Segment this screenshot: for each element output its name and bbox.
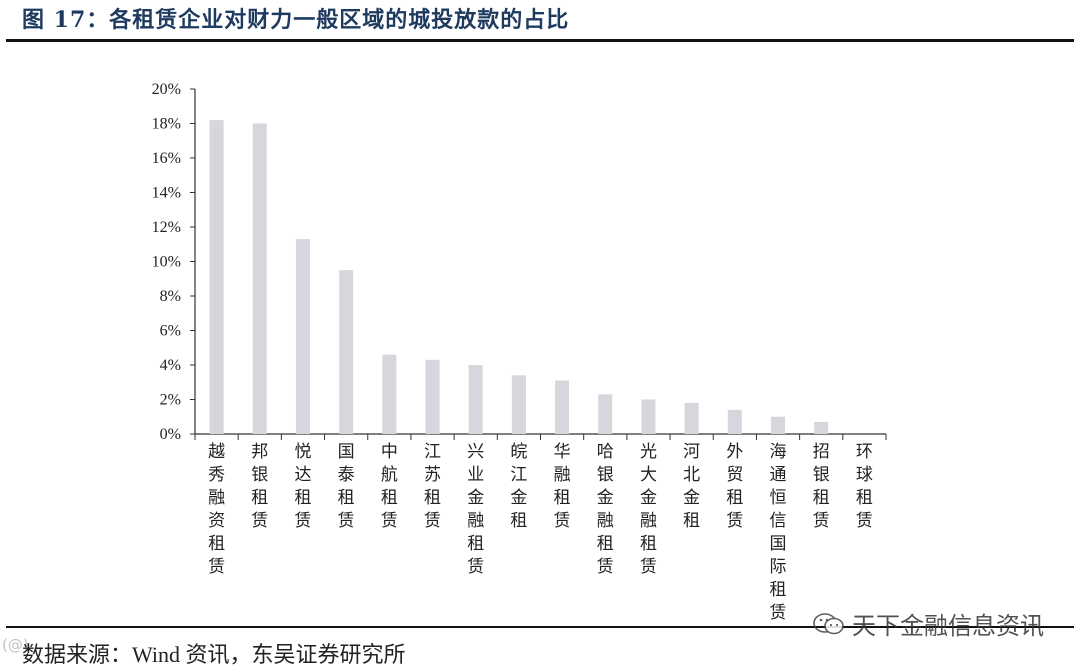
bar: [684, 402, 699, 434]
category-label: 华融租赁: [554, 442, 571, 531]
title-divider: [6, 39, 1074, 42]
bar: [555, 380, 570, 434]
source-note: 数据来源：Wind 资讯，东吴证券研究所: [22, 642, 406, 667]
y-tick-label: 14%: [152, 185, 181, 202]
category-label: 邦银租赁: [251, 442, 268, 531]
bar: [382, 354, 397, 434]
category-label: 国泰租赁: [338, 442, 355, 531]
bar: [511, 375, 526, 434]
corner-watermark: (@): [2, 636, 29, 654]
category-label: 越秀融资租赁: [208, 442, 225, 577]
category-label: 中航租赁: [381, 442, 398, 531]
x-axis: [194, 433, 887, 440]
category-label: 哈银金融租赁: [597, 442, 614, 577]
bar: [209, 120, 224, 435]
watermark-text: 天下金融信息资讯: [852, 612, 1044, 640]
wechat-icon: [813, 612, 844, 634]
y-tick-label: 12%: [152, 219, 181, 236]
bar: [295, 239, 310, 434]
y-tick-label: 10%: [152, 254, 181, 271]
y-tick-label: 16%: [152, 150, 181, 167]
bar: [641, 399, 656, 434]
bar-series: [209, 120, 829, 435]
bar: [252, 123, 267, 434]
bar: [727, 409, 742, 434]
y-tick-label: 20%: [152, 81, 181, 98]
category-label: 兴业金融租赁: [467, 442, 484, 577]
wechat-watermark: 天下金融信息资讯: [812, 606, 1044, 641]
category-label: 皖江金租: [510, 442, 527, 531]
bar: [339, 270, 354, 434]
y-axis: 0% 2% 4% 6% 8% 10% 12% 14% 16% 18% 20%: [152, 81, 196, 443]
category-label: 河北金租: [683, 442, 700, 531]
category-labels: 越秀融资租赁 邦银租赁 悦达租赁 国泰租赁 中航租赁 江苏租赁 兴业金融租赁 皖江金租 华融租赁…: [208, 442, 873, 623]
category-label: 海通恒信国际租赁: [770, 442, 787, 623]
bar: [425, 359, 440, 434]
category-label: 环球租赁: [856, 442, 873, 531]
y-tick-label: 2%: [160, 392, 181, 409]
category-label: 光大金融租赁: [640, 442, 657, 577]
y-tick-label: 0%: [160, 426, 181, 443]
bar: [814, 421, 829, 434]
bar-chart: 0% 2% 4% 6% 8% 10% 12% 14% 16% 18% 20% 越秀融资租赁 邦银租赁 悦…: [152, 81, 887, 623]
category-label: 江苏租赁: [424, 442, 441, 531]
y-tick-label: 18%: [152, 116, 181, 133]
y-tick-label: 6%: [160, 323, 181, 340]
bar: [771, 416, 786, 434]
category-label: 招银租赁: [813, 442, 830, 531]
figure-title: 图 17：各租赁企业对财力一般区域的城投放款的占比: [22, 7, 570, 33]
category-label: 悦达租赁: [294, 442, 311, 531]
bottom-divider: [6, 626, 1074, 628]
y-tick-label: 8%: [160, 288, 181, 305]
bar: [598, 394, 613, 434]
category-label: 外贸租赁: [726, 442, 743, 531]
y-tick-label: 4%: [160, 357, 181, 374]
bar: [468, 365, 483, 434]
